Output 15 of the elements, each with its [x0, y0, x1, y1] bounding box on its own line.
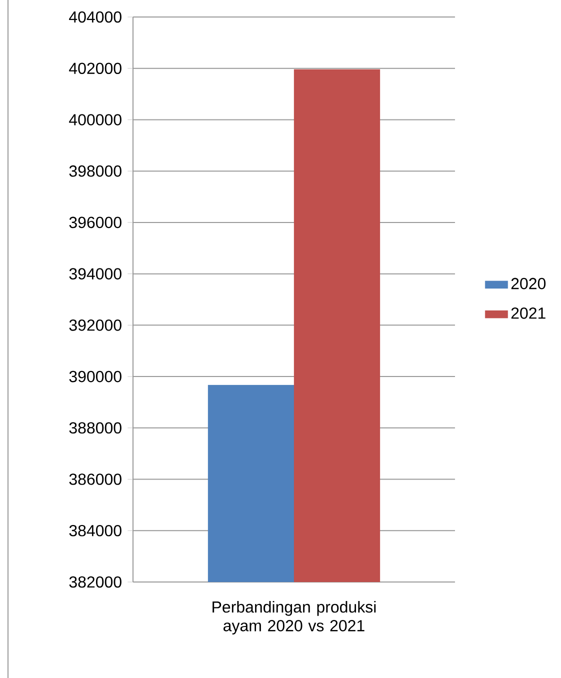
legend-label: 2020	[511, 278, 546, 290]
y-tick-label: 394000	[69, 268, 122, 280]
x-tick-label: Perbandingan produksi ayam 2020 vs 2021	[212, 600, 376, 635]
y-tick-label: 392000	[69, 320, 122, 331]
y-tick-label: 402000	[69, 62, 122, 74]
y-tick-label: 382000	[69, 576, 122, 588]
y-tick-label: 404000	[69, 11, 122, 23]
y-tick-label: 388000	[69, 422, 122, 434]
y-tick-label: 396000	[69, 216, 122, 228]
legend-label: 2021	[511, 308, 546, 319]
y-tick-label: 398000	[69, 165, 122, 177]
y-tick-label: 384000	[69, 524, 122, 536]
y-tick-label: 400000	[69, 114, 122, 126]
y-tick-label: 386000	[69, 474, 122, 485]
y-tick-label: 390000	[69, 370, 122, 382]
